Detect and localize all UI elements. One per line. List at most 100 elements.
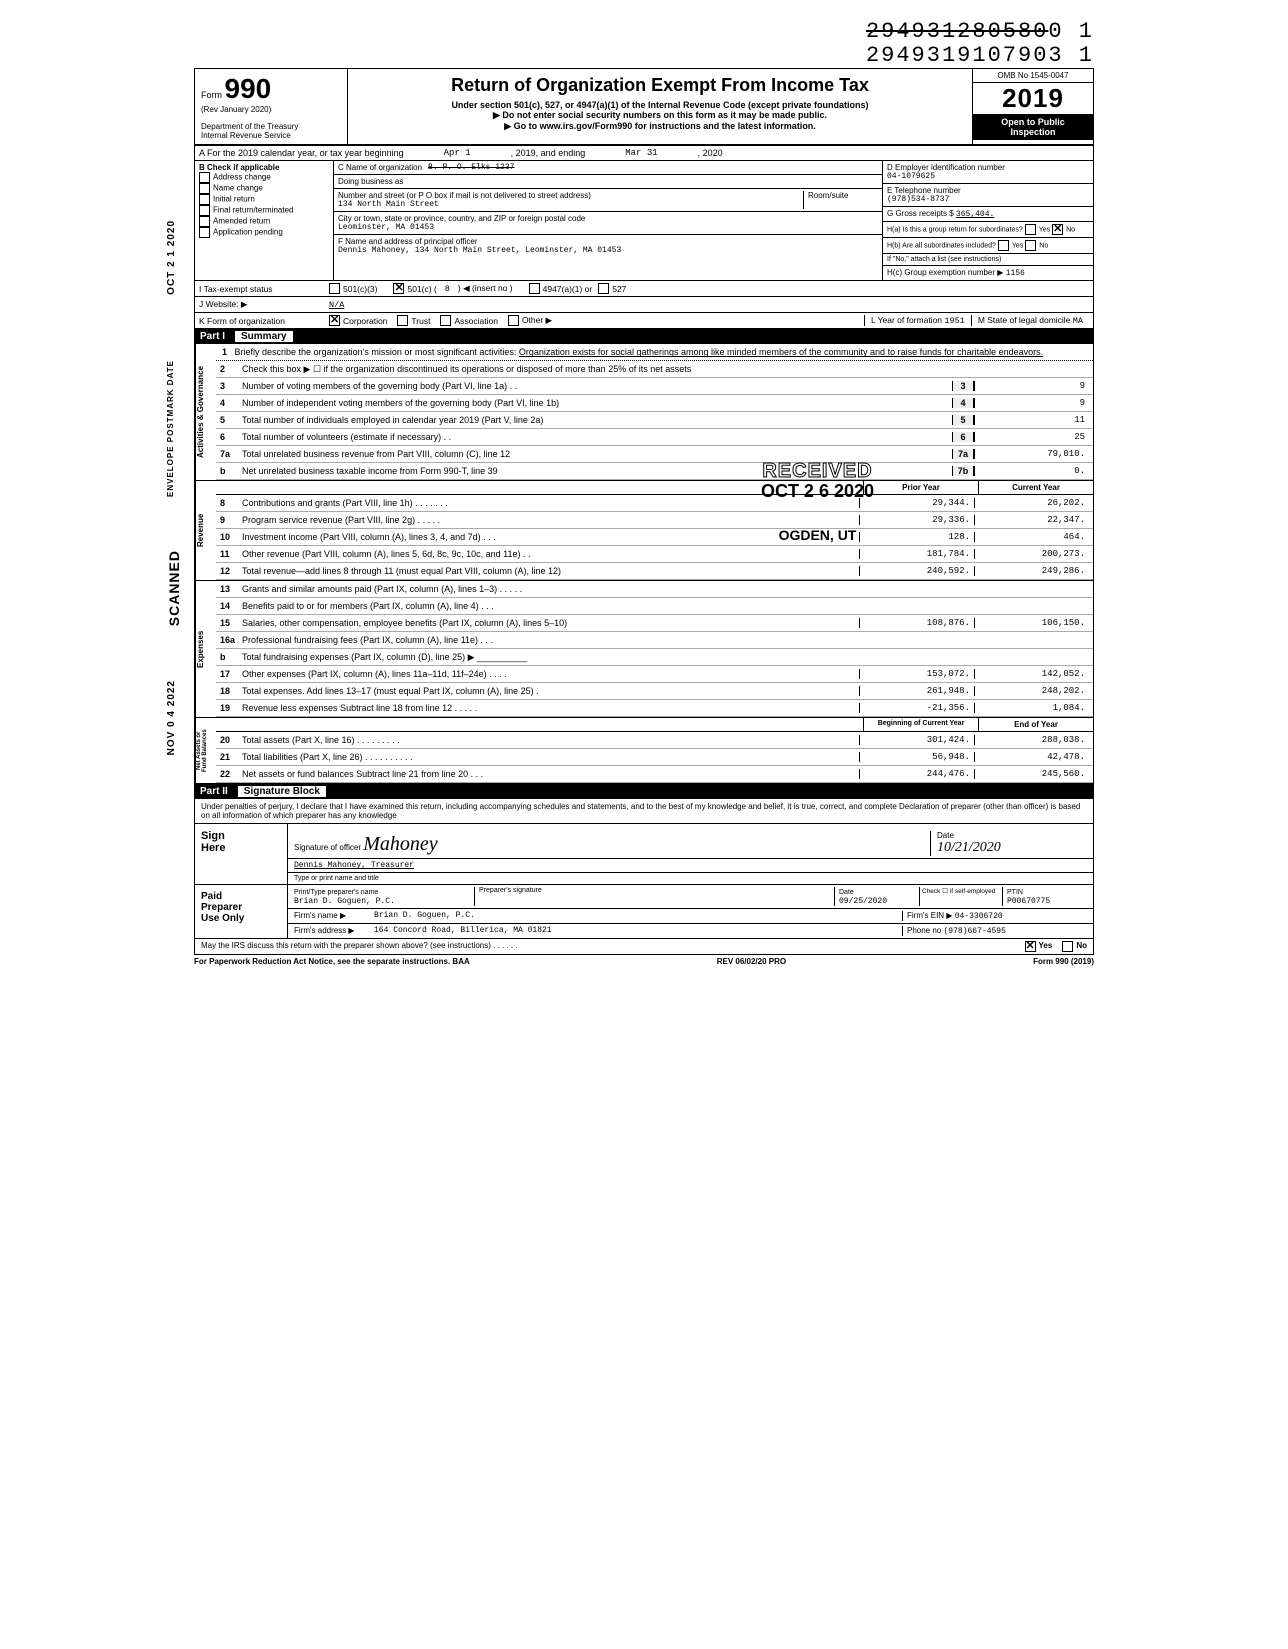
data-row: 22Net assets or fund balances Subtract l… [216,766,1093,783]
data-row: 20Total assets (Part X, line 16) . . . .… [216,732,1093,749]
open-public-1: Open to Public [976,117,1090,127]
firm-ein: 04-3306720 [955,912,1003,921]
street-label: Number and street (or P O box if mail is… [338,191,803,200]
omb-number: OMB No 1545-0047 [973,69,1093,83]
colb-check[interactable] [199,172,210,183]
irs-discuss-q: May the IRS discuss this return with the… [201,941,1025,952]
data-row: 15Salaries, other compensation, employee… [216,615,1093,632]
part2-header: Part II Signature Block [194,784,1094,799]
colb-check[interactable] [199,183,210,194]
form-rev: (Rev January 2020) [201,105,341,114]
line-a: A For the 2019 calendar year, or tax yea… [194,146,1094,161]
org-name: B. P. O. Elks 1237 [428,163,514,172]
dept-label: Department of the Treasury Internal Reve… [201,122,341,140]
header-sub3: ▶ Go to www.irs.gov/Form990 for instruct… [352,121,968,132]
gross-value: 365,404. [956,210,994,219]
part1-header: Part I Summary [194,329,1094,344]
city-label: City or town, state or province, country… [338,214,585,223]
data-row: 19Revenue less expenses Subtract line 18… [216,700,1093,717]
hdr-curr: Current Year [978,481,1093,494]
header-sub2: ▶ Do not enter social security numbers o… [352,110,968,121]
form-header: Form 990 (Rev January 2020) Department o… [194,68,1094,146]
irs-no[interactable] [1062,941,1073,952]
hb-yes[interactable] [998,240,1009,251]
gov-line: 4Number of independent voting members of… [216,395,1093,412]
501c-check[interactable] [393,283,404,294]
hb-label: H(b) Are all subordinates included? [887,243,996,250]
assoc-check[interactable] [440,315,451,326]
signature-block: Under penalties of perjury, I declare th… [194,799,1094,955]
501c3-check[interactable] [329,283,340,294]
side-netassets: Net Assets orFund Balances [195,718,216,783]
row-k: K Form of organization Corporation Trust… [194,313,1094,329]
firm-name: Brian D. Goguen, P.C. [374,911,902,921]
4947-check[interactable] [529,283,540,294]
firm-phone: (978)667-4595 [944,927,1006,936]
officer-label: F Name and address of principal officer [338,237,878,246]
gov-line: 6Total number of volunteers (estimate if… [216,429,1093,446]
row-i: I Tax-exempt status 501(c)(3) 501(c) ( 8… [194,281,1094,297]
gross-label: G Gross receipts $ [887,209,954,218]
form-title: Return of Organization Exempt From Incom… [352,75,968,96]
ptin-value: P00670775 [1007,897,1050,906]
street-value: 134 North Main Street [338,200,803,209]
officer-value: Dennis Mahoney, 134 North Main Street, L… [338,246,878,255]
hdr-prior: Prior Year [863,481,978,494]
data-row: 14Benefits paid to or for members (Part … [216,598,1093,615]
city-value: Leominster, MA 01453 [338,223,585,232]
gov-line: 5Total number of individuals employed in… [216,412,1093,429]
form-number: 990 [225,73,272,104]
firm-addr: 164 Concord Road, Billerica, MA 01821 [374,926,902,936]
colb-check[interactable] [199,216,210,227]
sig-date-value: 10/21/2020 [937,840,1001,855]
ein-value: 04-1079625 [887,172,1089,181]
data-row: 17Other expenses (Part IX, column (A), l… [216,666,1093,683]
room-label: Room/suite [803,191,878,209]
tel-value: (978)534-8737 [887,195,1089,204]
ha-yes[interactable] [1025,224,1036,235]
sig-date-label: Date [937,831,954,840]
data-row: 12Total revenue—add lines 8 through 11 (… [216,563,1093,580]
hc-value: 1156 [1006,269,1025,278]
summary-block: Activities & Governance 1 Briefly descri… [194,344,1094,784]
trust-check[interactable] [397,315,408,326]
entity-block: B Check if applicable Address changeName… [194,161,1094,281]
hb-no[interactable] [1025,240,1036,251]
side-expenses: Expenses [195,581,216,717]
hdr-end: End of Year [978,718,1093,731]
data-row: 21Total liabilities (Part X, line 26) . … [216,749,1093,766]
stamp-envelope: ENVELOPE POSTMARK DATE [166,360,175,497]
col-b-label: B Check if applicable [199,163,329,172]
other-check[interactable] [508,315,519,326]
stamp-nov04: NOV 0 4 2022 [166,680,177,755]
ha-no[interactable] [1052,224,1063,235]
barcode-block: 2949312805800 1 2949319107903 1 [194,20,1094,68]
gov-line: 7aTotal unrelated business revenue from … [216,446,1093,463]
year-prefix: 20 [1002,83,1033,113]
officer-name-label: Type or print name and title [288,873,1093,884]
preparer-date: 09/25/2020 [839,897,887,906]
tel-label: E Telephone number [887,186,1089,195]
stamp-oct21: OCT 2 1 2020 [166,220,177,295]
corp-check[interactable] [329,315,340,326]
colb-check[interactable] [199,227,210,238]
hdr-begin: Beginning of Current Year [863,718,978,731]
colb-check[interactable] [199,205,210,216]
perjury-text: Under penalties of perjury, I declare th… [195,799,1093,824]
ha-label: H(a) Is this a group return for subordin… [887,227,1023,234]
dba-label: Doing business as [338,177,403,186]
data-row: 11Other revenue (Part VIII, column (A), … [216,546,1093,563]
data-row: 8Contributions and grants (Part VIII, li… [216,495,1093,512]
side-governance: Activities & Governance [195,344,216,480]
h-note: If "No," attach a list (see instructions… [883,254,1093,266]
sign-here-label: Sign Here [195,824,288,884]
self-employed-check[interactable]: Check ☐ if self-employed [919,887,1002,906]
data-row: 18Total expenses. Add lines 13–17 (must … [216,683,1093,700]
page-footer: For Paperwork Reduction Act Notice, see … [194,955,1094,968]
527-check[interactable] [598,283,609,294]
preparer-name: Brian D. Goguen, P.C. [294,897,395,906]
irs-yes[interactable] [1025,941,1036,952]
officer-signature: Mahoney [363,833,437,855]
data-row: bTotal fundraising expenses (Part IX, co… [216,649,1093,666]
colb-check[interactable] [199,194,210,205]
